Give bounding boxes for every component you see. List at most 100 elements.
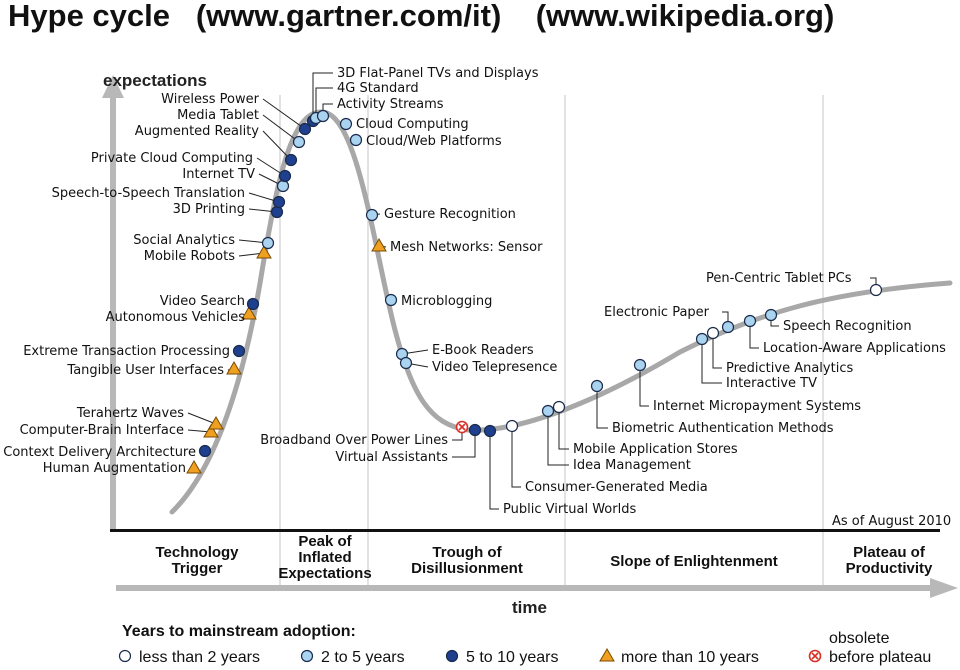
internet-tv-marker [276,179,290,193]
speech-to-speech-translation-label: Speech-to-Speech Translation [52,186,245,201]
idea-management-leader [547,411,569,466]
phase-label-4-line-1: Slope of Enlightenment [610,553,778,570]
media-tablet-label: Media Tablet [177,108,259,123]
phase-label-2-line-3: Expectations [278,565,371,582]
private-cloud-computing-marker [278,169,292,183]
legend: Years to mainstream adoption: less than 2… [118,623,931,666]
internet-tv-label: Internet TV [182,167,255,182]
cloud-web-platforms-label: Cloud/Web Platforms [366,134,502,149]
augmented-reality-label: Augmented Reality [135,124,259,139]
hype-curve [169,109,953,515]
terahertz-waves-label: Terahertz Waves [76,406,184,421]
microblogging-label: Microblogging [401,294,492,309]
wireless-power-marker [298,122,312,136]
legend-2to5-marker [300,649,314,663]
axes: expectations time As of August 2010 [102,71,958,617]
gesture-recognition-marker [365,208,379,222]
media-tablet-leader [262,114,300,143]
speech-recognition-label: Speech Recognition [783,319,912,334]
x-axis-label: time [512,598,547,617]
phase-top-border [110,529,940,532]
legend-label-obs-top: obsolete [829,630,890,647]
phase-label-5-line-1: Plateau of [853,544,926,561]
consumer-generated-media-marker [505,419,519,433]
y-axis-arrow [102,75,124,98]
mobile-application-stores-marker [552,400,566,414]
location-aware-applications-marker [743,314,757,328]
internet-micropayment-systems-marker [633,358,647,372]
mesh-networks-sensor-label: Mesh Networks: Sensor [390,240,543,255]
cloud-computing-marker [339,117,353,131]
consumer-generated-media-leader [511,426,521,488]
social-analytics-label: Social Analytics [133,233,235,248]
social-analytics-marker [261,236,275,250]
mesh-networks-sensor-marker [371,238,387,252]
internet-micropayment-systems-leader [639,365,649,407]
consumer-generated-media-label: Consumer-Generated Media [525,480,708,495]
tangible-user-interfaces-marker [226,361,242,375]
tangible-user-interfaces-label: Tangible User Interfaces [66,363,224,378]
internet-micropayment-systems-label: Internet Micropayment Systems [653,399,861,414]
video-search-marker [246,297,260,311]
x-axis-arrow [930,578,958,598]
media-tablet-marker [292,135,306,149]
extreme-transaction-processing-label: Extreme Transaction Processing [23,344,230,359]
technology-markers [186,109,883,474]
3d-printing-label: 3D Printing [173,202,245,217]
legend-label-gt10: more than 10 years [621,649,759,666]
video-search-label: Video Search [160,294,245,309]
activity-streams-label: Activity Streams [337,97,444,112]
human-augmentation-marker [186,460,202,474]
gesture-recognition-label: Gesture Recognition [384,207,516,222]
extreme-transaction-processing-marker [232,344,246,358]
video-telepresence-marker [399,356,413,370]
microblogging-marker [384,293,398,307]
predictive-analytics-label: Predictive Analytics [726,361,853,376]
idea-management-label: Idea Management [573,458,691,473]
mobile-robots-label: Mobile Robots [144,249,235,264]
video-telepresence-label: Video Telepresence [432,360,557,375]
terahertz-waves-marker [208,416,224,430]
cloud-web-platforms-marker [349,133,363,147]
legend-title: Years to mainstream adoption: [122,623,356,640]
label-leaders [187,72,877,510]
as-of-date: As of August 2010 [832,514,951,529]
3d-flat-panel-tvs-and-displays-label: 3D Flat-Panel TVs and Displays [337,66,539,81]
broadband-over-power-lines-marker-x [458,423,466,431]
phase-label-2-line-2: Inflated [298,549,351,566]
location-aware-applications-label: Location-Aware Applications [763,341,946,356]
speech-recognition-marker [764,308,778,322]
wireless-power-label: Wireless Power [161,92,259,107]
legend-label-obs: before plateau [829,649,931,666]
augmented-reality-leader [262,130,292,161]
legend-5to10-marker [445,649,459,663]
interactive-tv-leader [701,339,722,384]
3d-flat-panel-tvs-and-displays-leader [312,72,333,121]
computer-brain-interface-marker [203,424,219,438]
legend-label-2to5: 2 to 5 years [321,649,405,666]
biometric-authentication-methods-marker [590,379,604,393]
mobile-robots-marker [256,245,272,259]
pen-centric-tablet-pcs-label: Pen-Centric Tablet PCs [706,271,852,286]
public-virtual-worlds-marker [483,424,497,438]
predictive-analytics-leader [712,333,722,369]
human-augmentation-label: Human Augmentation [43,461,186,476]
predictive-analytics-marker [706,326,720,340]
idea-management-marker [541,404,555,418]
phase-label-5-line-2: Productivity [846,560,933,577]
e-book-readers-label: E-Book Readers [432,343,534,358]
public-virtual-worlds-leader [489,431,499,510]
4g-standard-leader [315,87,333,118]
mobile-application-stores-label: Mobile Application Stores [573,442,738,457]
biometric-authentication-methods-label: Biometric Authentication Methods [612,421,834,436]
x-axis-line [116,585,931,591]
virtual-assistants-marker [468,423,482,437]
location-aware-applications-leader [749,321,759,349]
interactive-tv-marker [695,332,709,346]
terahertz-waves-leader [187,412,217,425]
wireless-power-leader [262,98,306,130]
hype-curve-line [169,109,953,515]
legend-gt10-marker [599,648,615,662]
